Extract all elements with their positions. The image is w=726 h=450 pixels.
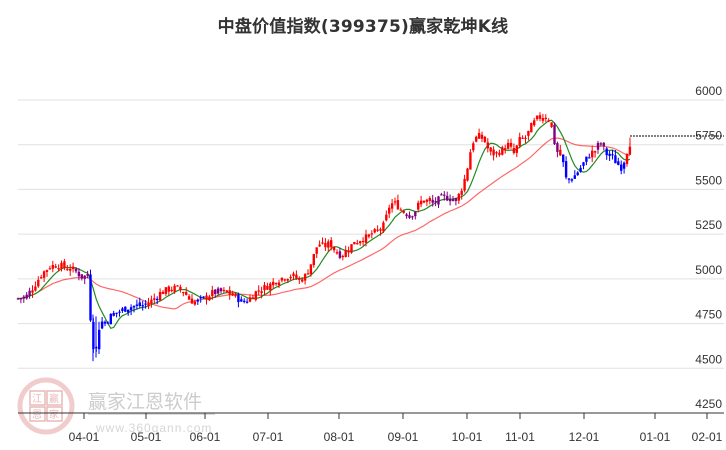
candlesticks (16, 112, 632, 362)
svg-text:江: 江 (32, 393, 42, 405)
x-tick-label: 11-01 (505, 430, 535, 444)
y-tick-label: 6000 (695, 84, 722, 98)
watermark: 江 赢 恩 家 赢家江恩软件 www.360gann.com (17, 377, 215, 435)
x-tick-label: 04-01 (69, 430, 100, 444)
x-tick-label: 08-01 (324, 430, 355, 444)
y-tick-label: 5250 (695, 218, 722, 232)
watermark-url: www.360gann.com (95, 421, 212, 435)
x-tick-label: 05-01 (131, 430, 162, 444)
x-axis: 04-01 05-01 06-01 07-01 08-01 09-01 10-01 11-01… (18, 412, 724, 444)
y-tick-label: 5000 (695, 263, 722, 277)
x-tick-label: 06-01 (190, 430, 221, 444)
y-tick-label: 4250 (695, 397, 722, 411)
x-tick-label: 02-01 (692, 430, 723, 444)
watermark-seal: 江 赢 恩 家 (17, 377, 75, 435)
y-tick-label: 5500 (695, 173, 722, 187)
x-tick-label: 01-01 (640, 430, 671, 444)
x-tick-label: 10-01 (452, 430, 483, 444)
svg-text:赢: 赢 (49, 392, 59, 405)
chart-title: 中盘价值指数(399375)赢家乾坤K线 (217, 17, 509, 37)
watermark-brand: 赢家江恩软件 (88, 391, 202, 413)
svg-text:恩: 恩 (32, 409, 42, 421)
ma-long-line (17, 137, 631, 310)
y-tick-label: 5750 (695, 129, 722, 143)
y-tick-label: 4500 (695, 352, 722, 366)
y-tick-label: 4750 (695, 308, 722, 322)
ma-short-line (17, 119, 631, 330)
y-axis: 6000 5750 5500 5250 5000 4750 4500 4250 (695, 84, 722, 411)
x-tick-label: 07-01 (253, 430, 284, 444)
x-tick-label: 09-01 (388, 430, 419, 444)
x-tick-label: 12-01 (569, 430, 600, 444)
svg-text:家: 家 (49, 408, 59, 421)
